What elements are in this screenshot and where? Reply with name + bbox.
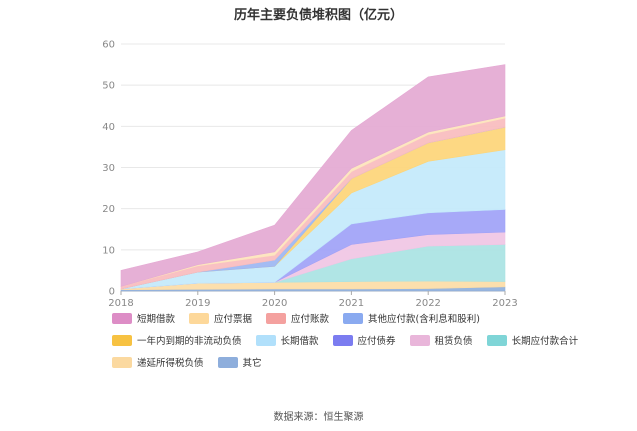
legend-label: 长期借款 — [280, 336, 319, 347]
x-tick-label: 2018 — [108, 298, 133, 309]
legend-item[interactable]: 长期借款 — [255, 333, 319, 347]
legend-label: 递延所得税负债 — [137, 358, 204, 369]
legend-swatch — [189, 312, 210, 324]
area-series-10 — [120, 64, 506, 287]
chart-title: 历年主要负债堆积图（亿元） — [233, 8, 403, 23]
y-tick-label: 10 — [102, 245, 115, 256]
x-tick-label: 2020 — [262, 298, 287, 309]
legend-swatch — [332, 334, 353, 346]
legend-item[interactable]: 短期借款 — [112, 311, 175, 325]
legend-label: 应付票据 — [214, 314, 253, 325]
legend-swatch — [266, 312, 287, 324]
legend-label: 其它 — [242, 358, 262, 369]
legend-swatch — [217, 356, 238, 368]
legend-row-3: 递延所得税负债 其它 — [112, 351, 612, 373]
legend-swatch — [486, 334, 507, 346]
legend-label: 应付债券 — [357, 336, 396, 347]
source-note: 数据来源：恒生聚源 — [273, 412, 364, 423]
x-tick-label: 2019 — [185, 298, 210, 309]
legend-label: 一年内到期的非流动负债 — [137, 336, 242, 347]
legend-item[interactable]: 一年内到期的非流动负债 — [112, 333, 242, 347]
x-tick-label: 2022 — [415, 298, 440, 309]
legend: 短期借款 应付票据 应付账款 其他应付款(含利息和股利) 一年内到期的非流动负债 长期借… — [112, 307, 612, 373]
y-tick-label: 50 — [102, 81, 115, 92]
legend-swatch — [255, 334, 276, 346]
legend-item[interactable]: 其他应付款(含利息和股利) — [343, 311, 480, 325]
legend-label: 长期应付款合计 — [511, 336, 579, 347]
y-tick-label: 60 — [102, 40, 115, 51]
legend-label: 应付账款 — [291, 314, 330, 325]
y-tick-label: 40 — [102, 122, 115, 133]
legend-label: 其他应付款(含利息和股利) — [368, 314, 480, 325]
legend-swatch — [409, 334, 430, 346]
legend-label: 租赁负债 — [434, 336, 473, 347]
legend-item[interactable]: 应付债券 — [332, 333, 396, 347]
x-tick-label: 2023 — [492, 298, 517, 309]
y-tick-label: 30 — [102, 163, 115, 174]
y-tick-label: 20 — [102, 204, 115, 215]
legend-item[interactable]: 租赁负债 — [409, 333, 473, 347]
legend-swatch — [112, 312, 132, 324]
legend-item[interactable]: 其它 — [217, 355, 262, 369]
legend-label: 短期借款 — [137, 314, 176, 325]
legend-item[interactable]: 应付票据 — [189, 311, 252, 325]
y-tick-label: 0 — [109, 287, 115, 298]
legend-swatch — [343, 312, 364, 324]
legend-item[interactable]: 应付账款 — [266, 311, 329, 325]
legend-row-1: 短期借款 应付票据 应付账款 其他应付款(含利息和股利) — [112, 307, 612, 329]
legend-swatch — [112, 334, 132, 346]
x-tick-label: 2021 — [339, 298, 364, 309]
legend-row-2: 一年内到期的非流动负债 长期借款 应付债券 租赁负债 长期应付款合计 — [112, 329, 612, 351]
legend-item[interactable]: 递延所得税负债 — [112, 355, 204, 369]
legend-swatch — [112, 356, 132, 368]
legend-item[interactable]: 长期应付款合计 — [486, 333, 579, 347]
